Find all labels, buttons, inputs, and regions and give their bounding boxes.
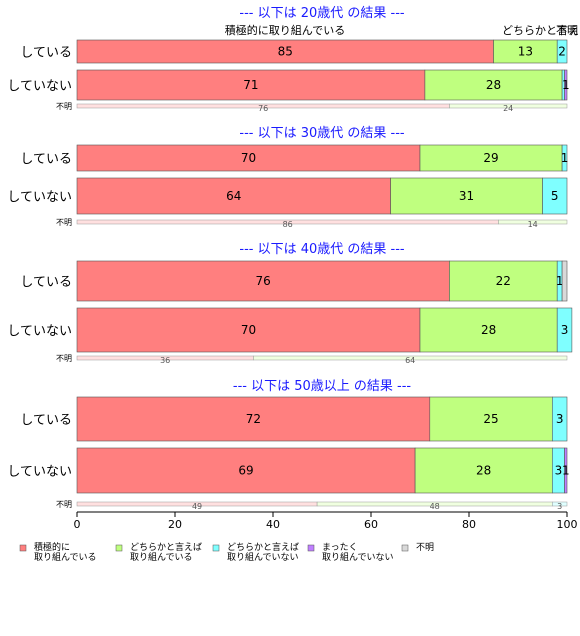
data-label: 70 — [241, 323, 256, 337]
unknown-data-label: 76 — [258, 104, 268, 113]
data-label: 1 — [562, 78, 570, 92]
data-label: 13 — [518, 45, 533, 59]
unknown-data-label: 14 — [528, 220, 538, 229]
data-label: 85 — [278, 45, 293, 59]
x-tick-label: 20 — [168, 518, 182, 531]
data-label: 3 — [556, 412, 564, 426]
x-tick-label: 100 — [557, 518, 578, 531]
bar-segment — [561, 144, 568, 172]
panel-title: --- 以下は 40歳代 の結果 --- — [239, 242, 405, 257]
row-label: していない — [7, 79, 72, 94]
bar-segment — [561, 260, 568, 302]
x-tick-label: 0 — [74, 518, 81, 531]
unknown-row-label: 不明 — [56, 218, 72, 227]
unknown-row-label: 不明 — [56, 102, 72, 111]
bar-segment — [429, 396, 553, 442]
unknown-bar-segment — [552, 501, 568, 507]
row-label: している — [20, 152, 72, 167]
bar-segment — [76, 177, 391, 215]
bar-segment — [542, 177, 568, 215]
legend-label: どちらかと言えば — [227, 541, 299, 553]
unknown-data-label: 64 — [405, 356, 415, 365]
bar-segment — [76, 260, 450, 302]
unknown-bar-segment — [449, 103, 568, 109]
x-tick-label: 80 — [462, 518, 476, 531]
data-label: 71 — [243, 78, 258, 92]
bar-segment — [449, 260, 558, 302]
legend-label: 不明 — [416, 542, 434, 553]
data-label: 1 — [556, 274, 564, 288]
unknown-row-label: 不明 — [56, 500, 72, 509]
legend-swatch — [401, 544, 409, 552]
bar-segment — [564, 69, 568, 101]
data-label: 22 — [496, 274, 511, 288]
data-label: 1 — [561, 151, 569, 165]
panel-title: --- 以下は 20歳代 の結果 --- — [239, 6, 405, 21]
bar-segment — [424, 69, 563, 101]
bar-segment — [419, 144, 563, 172]
data-label: 3 — [555, 464, 563, 478]
unknown-data-label: 49 — [192, 502, 202, 511]
legend-swatch — [115, 544, 123, 552]
legend-label: 積極的に — [34, 541, 70, 553]
unknown-bar-segment — [498, 219, 568, 225]
data-label: 1 — [562, 464, 570, 478]
legend-label: 取り組んでいない — [322, 551, 394, 563]
row-label: している — [20, 413, 72, 428]
row-label: していない — [7, 190, 72, 205]
bar-segment — [551, 396, 568, 442]
legend-swatch — [212, 544, 220, 552]
x-tick-label: 40 — [266, 518, 280, 531]
data-label: 64 — [226, 189, 241, 203]
unknown-data-label: 3 — [557, 502, 562, 511]
top-label: どちらかと言えば — [502, 24, 580, 37]
unknown-data-label: 24 — [503, 104, 513, 113]
legend-label: まったく — [322, 542, 358, 553]
data-label: 76 — [256, 274, 271, 288]
data-label: 3 — [561, 323, 569, 337]
legend-swatch — [307, 544, 315, 552]
row-label: していない — [7, 465, 72, 480]
data-label: 29 — [483, 151, 498, 165]
data-label: 28 — [481, 323, 496, 337]
bar-segment — [556, 39, 568, 64]
row-label: している — [20, 46, 72, 61]
data-label: 31 — [459, 189, 474, 203]
data-label: 28 — [486, 78, 501, 92]
x-tick-label: 60 — [364, 518, 378, 531]
bar-segment — [76, 144, 421, 172]
data-label: 72 — [246, 412, 261, 426]
bar-segment — [564, 447, 568, 494]
top-label: 不明 — [556, 24, 578, 37]
unknown-data-label: 86 — [283, 220, 293, 229]
top-label: 積極的に取り組んでいる — [225, 23, 345, 37]
data-label: 70 — [241, 151, 256, 165]
bar-segment — [76, 447, 416, 494]
bar-segment — [76, 396, 431, 442]
row-label: していない — [7, 324, 72, 339]
bar-segment — [390, 177, 543, 215]
data-label: 25 — [483, 412, 498, 426]
bar-segment — [76, 307, 421, 353]
legend-label: 取り組んでいない — [227, 551, 299, 563]
legend-swatch — [19, 544, 27, 552]
legend-label: 取り組んでいる — [34, 551, 97, 563]
panel-title: --- 以下は 30歳代 の結果 --- — [239, 126, 405, 141]
unknown-data-label: 36 — [160, 356, 170, 365]
unknown-bar-segment — [253, 355, 568, 361]
row-label: している — [20, 275, 72, 290]
unknown-row-label: 不明 — [56, 354, 72, 363]
legend-label: どちらかと言えば — [130, 541, 202, 553]
data-label: 28 — [476, 464, 491, 478]
panel-title: --- 以下は 50歳以上 の結果 --- — [233, 379, 412, 394]
bar-segment — [556, 307, 573, 353]
unknown-data-label: 48 — [430, 502, 440, 511]
data-label: 69 — [238, 464, 253, 478]
data-label: 5 — [551, 189, 559, 203]
legend-label: 取り組んでいる — [130, 551, 193, 563]
data-label: 2 — [558, 45, 566, 59]
